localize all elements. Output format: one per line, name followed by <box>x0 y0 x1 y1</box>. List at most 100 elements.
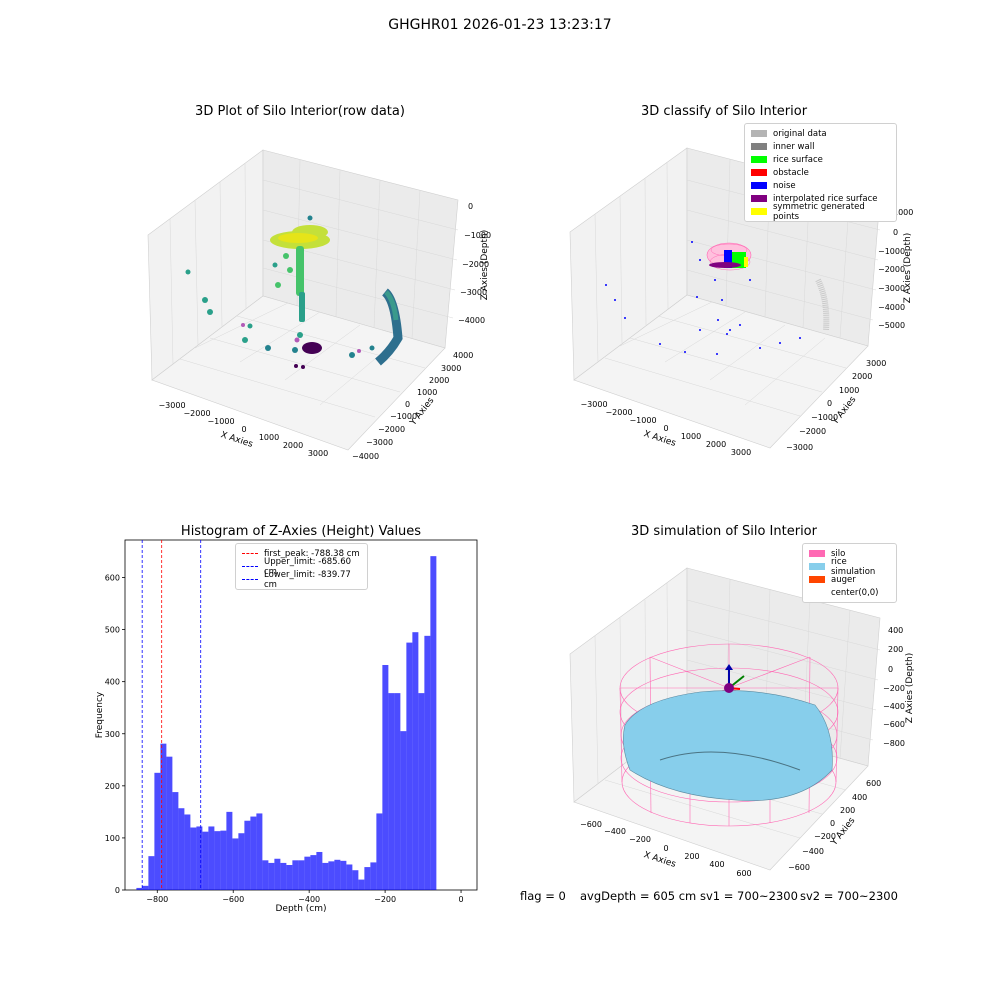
histogram-ytick: 500 <box>105 626 120 635</box>
classify-xtick: 1000 <box>681 432 701 441</box>
raw-ytick: −2000 <box>378 425 405 434</box>
histogram-bar <box>304 856 311 890</box>
classify-ztick: 1000 <box>893 208 913 217</box>
histogram-ylabel: Frequency <box>95 691 105 738</box>
legend-swatch <box>751 156 767 163</box>
raw-point-cloud <box>185 215 403 369</box>
raw-ytick: 2000 <box>429 376 449 385</box>
simulation-xtick: −400 <box>604 827 626 836</box>
classify-ytick: 1000 <box>839 386 859 395</box>
classify-ztick: −3000 <box>878 284 905 293</box>
classify-ztick: −1000 <box>878 247 905 256</box>
legend-label: first_peak: -788.38 cm <box>264 548 360 559</box>
histogram-ytick: 200 <box>105 782 120 791</box>
legend-item: original data <box>751 127 890 140</box>
histogram-xtick: −400 <box>298 895 320 904</box>
raw-xtick: 3000 <box>308 449 328 458</box>
simulation-ztick: −800 <box>883 739 905 748</box>
histogram-bar <box>388 693 395 890</box>
legend-line <box>242 566 258 567</box>
status-flag: flag = 0 <box>520 889 566 903</box>
histogram-bar <box>142 885 149 890</box>
legend-label: Upper_limit: -685.60 cm <box>264 556 352 577</box>
histogram-bar <box>184 814 191 890</box>
raw-zlabel: Z Axies (Depth) <box>480 230 490 301</box>
raw-ytick: −3000 <box>366 438 393 447</box>
histogram-xlabel: Depth (cm) <box>275 904 326 914</box>
histogram-bar <box>310 855 317 890</box>
status-sv1: sv1 = 700~2300 <box>700 889 798 903</box>
histogram-bar <box>328 861 335 890</box>
legend-label: silo <box>831 548 846 559</box>
simulation-ztick: −200 <box>883 684 905 693</box>
classify-xtick: 2000 <box>706 440 726 449</box>
histogram-bar <box>418 693 425 890</box>
histogram-bar <box>208 826 215 890</box>
classify-ytick: −2000 <box>799 427 826 436</box>
histogram-xtick: −600 <box>222 895 244 904</box>
classify-zlabel: Z Axies (Depth) <box>903 233 913 304</box>
legend-label: auger <box>831 574 856 585</box>
histogram-bar <box>274 858 281 890</box>
histogram-bar <box>286 865 293 890</box>
histogram-bar <box>292 860 299 890</box>
simulation-ztick: 200 <box>888 645 903 654</box>
legend-label: noise <box>773 180 796 191</box>
histogram-bar <box>358 879 365 890</box>
legend-item: auger <box>809 573 890 586</box>
raw-xtick: −3000 <box>158 401 185 410</box>
histogram-title: Histogram of Z-Axies (Height) Values <box>180 524 422 539</box>
raw-ztick: −3000 <box>460 288 487 297</box>
histogram-bar <box>352 870 359 890</box>
simulation-ytick: −600 <box>788 863 810 872</box>
histogram-bar <box>382 665 389 890</box>
histogram-bar <box>160 743 167 890</box>
classify-plot-title: 3D classify of Silo Interior <box>640 104 808 119</box>
histogram-bar <box>412 632 419 890</box>
legend-label: Lower_limit: -839.77 cm <box>264 569 351 590</box>
raw-ztick: −1000 <box>464 231 491 240</box>
histogram-bar <box>220 830 227 890</box>
legend-item: rice simulation <box>809 557 890 577</box>
legend-item: rice surface <box>751 153 890 166</box>
histogram-bar <box>334 859 341 890</box>
classify-ytick: 0 <box>827 399 832 408</box>
simulation-xtick: −200 <box>629 835 651 844</box>
histogram-bar <box>202 831 209 890</box>
histogram-bar <box>154 772 161 890</box>
legend-item: Upper_limit: -685.60 cm <box>242 557 361 577</box>
histogram-bar <box>262 860 269 890</box>
simulation-ytick: 600 <box>866 779 881 788</box>
histogram-legend: first_peak: -788.38 cm Upper_limit: -685… <box>235 543 368 590</box>
legend-swatch <box>809 563 825 570</box>
raw-xtick: 2000 <box>283 441 303 450</box>
legend-label: symmetric generated points <box>773 201 865 222</box>
legend-swatch <box>751 195 767 202</box>
legend-item: obstacle <box>751 166 890 179</box>
simulation-legend: silo rice simulation auger center(0,0) <box>802 543 897 603</box>
simulation-ztick: 0 <box>888 665 893 674</box>
legend-item: center(0,0) <box>809 586 890 599</box>
legend-line <box>242 579 258 580</box>
classify-xtick: 3000 <box>731 448 751 457</box>
simulation-ytick: −400 <box>802 847 824 856</box>
classify-point-cloud <box>605 241 830 355</box>
histogram-bar <box>268 862 275 890</box>
raw-ytick: 3000 <box>441 364 461 373</box>
histogram-bar <box>364 867 371 890</box>
legend-item: noise <box>751 179 890 192</box>
histogram-bar <box>406 642 413 890</box>
simulation-xtick: 0 <box>663 844 668 853</box>
classify-legend: original data inner wall rice surface ob… <box>744 123 897 222</box>
legend-swatch <box>751 169 767 176</box>
legend-line <box>242 553 258 554</box>
raw-plot-title: 3D Plot of Silo Interior(row data) <box>195 104 405 119</box>
raw-ytick: −4000 <box>352 452 379 461</box>
histogram-bar <box>370 862 377 890</box>
histogram-bar <box>238 833 245 890</box>
histogram-bar <box>172 792 179 890</box>
raw-ztick: −2000 <box>462 260 489 269</box>
